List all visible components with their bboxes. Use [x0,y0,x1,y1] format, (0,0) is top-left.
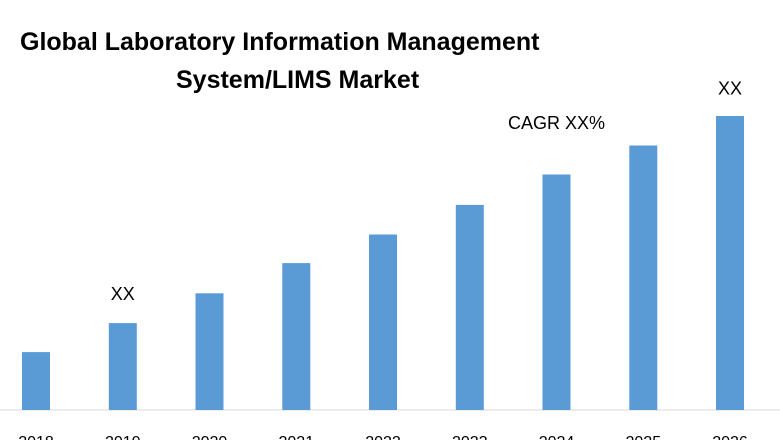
x-tick-label-2022: 2022 [365,434,401,440]
bar-2018 [22,352,50,410]
x-tick-label-2026: 2026 [712,434,748,440]
x-tick-label-2025: 2025 [626,434,662,440]
bar-2023 [455,204,484,410]
x-tick-label-2024: 2024 [539,434,575,440]
chart-title-line-1: Global Laboratory Information Management [20,28,540,56]
x-tick-label-2023: 2023 [452,434,488,440]
x-tick-label-2018: 2018 [18,434,54,440]
x-tick-label-2020: 2020 [192,434,228,440]
bar-2025 [629,145,658,410]
bar-2021 [282,263,311,410]
annotations-group: XX CAGR XX% XX [111,78,742,304]
chart-title-line-2: System/LIMS Market [176,66,420,94]
x-tick-label-2021: 2021 [279,434,315,440]
bar-2019 [108,323,137,410]
x-tick-label-2019: 2019 [105,434,141,440]
annotation-label-3: XX [718,78,742,98]
annotation-label-1: XX [111,284,135,304]
bar-2022 [369,234,397,410]
bar-2024 [542,174,571,410]
annotation-label-2: CAGR XX% [508,113,605,133]
bar-2026 [716,116,744,410]
bars-group [22,116,744,410]
bar-2020 [195,293,224,410]
x-tick-labels: 2018 2019 2020 2021 2022 2023 2024 2025 2026 [18,434,748,440]
